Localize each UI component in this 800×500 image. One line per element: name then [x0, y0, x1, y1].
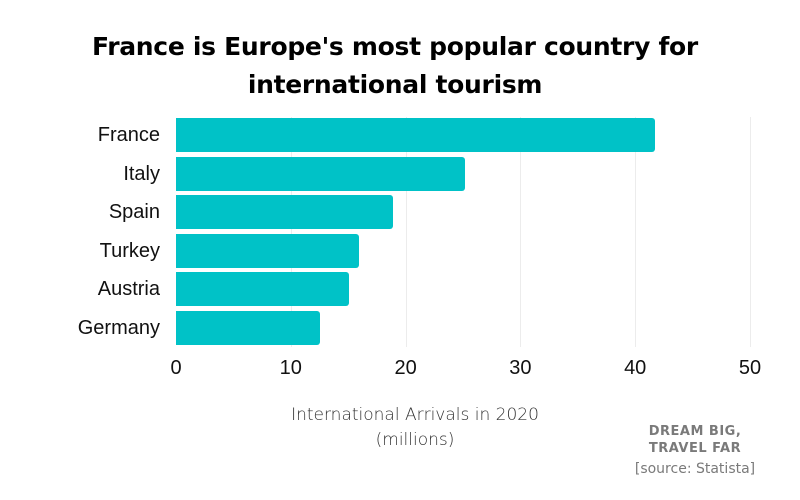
- gridline: [290, 117, 292, 347]
- gridline: [405, 117, 407, 347]
- plot-area: [176, 117, 751, 347]
- gridline: [750, 117, 751, 347]
- brand-line-1: DREAM BIG,: [648, 424, 742, 439]
- source-note: [source: Statista]: [634, 461, 756, 477]
- category-label: Germany: [77, 317, 160, 339]
- x-tick-label: 40: [624, 357, 647, 379]
- category-label: Spain: [108, 201, 160, 224]
- category-label: France: [97, 124, 160, 146]
- bar-austria: [176, 272, 350, 307]
- x-tick-label: 30: [509, 357, 532, 379]
- bar-france: [176, 118, 655, 152]
- x-tick-label: 20: [394, 357, 417, 379]
- title-line-1: France is Europe's most popular country …: [92, 32, 698, 61]
- gridline: [520, 117, 522, 347]
- bar-germany: [176, 311, 320, 345]
- x-axis-label-line-1: International Arrivals in 2020: [291, 405, 539, 425]
- bar-spain: [176, 195, 393, 230]
- brand-logo: DREAM BIG, TRAVEL FAR: [600, 423, 790, 457]
- bar-turkey: [176, 233, 359, 268]
- x-axis-label-line-2: (millions): [375, 430, 455, 450]
- category-label: Italy: [123, 162, 160, 185]
- gridline: [635, 117, 637, 347]
- brand-line-2: TRAVEL FAR: [648, 441, 742, 456]
- x-tick-label: 0: [170, 357, 182, 379]
- title-line-2: international tourism: [247, 70, 543, 99]
- category-label: Turkey: [99, 239, 160, 262]
- x-axis-label: International Arrivals in 2020 (millions…: [250, 403, 580, 453]
- category-label: Austria: [97, 278, 160, 301]
- chart-title: France is Europe's most popular country …: [0, 28, 790, 104]
- x-tick-label: 50: [738, 357, 762, 379]
- x-tick-label: 10: [279, 357, 302, 379]
- bar-italy: [176, 156, 466, 191]
